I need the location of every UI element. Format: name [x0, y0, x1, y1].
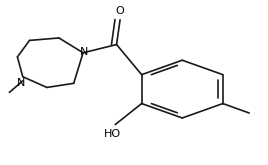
Text: O: O: [116, 6, 124, 16]
Text: N: N: [17, 78, 26, 88]
Text: HO: HO: [104, 129, 121, 139]
Text: N: N: [80, 47, 89, 57]
